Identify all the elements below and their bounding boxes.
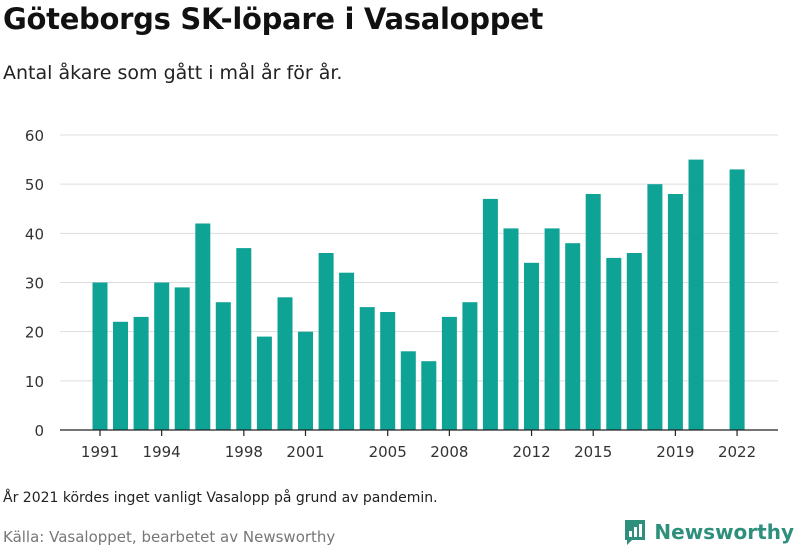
bar-2012	[524, 262, 539, 430]
bar-2006	[400, 351, 416, 430]
axes: 0 10 20 30 40 50 60 1991 1994 1998 2001 2005 2008 201…	[25, 127, 778, 461]
bar-2005	[380, 312, 396, 430]
bar-2017	[626, 253, 642, 430]
bar-2000	[277, 297, 293, 431]
bar-1992	[113, 321, 128, 430]
chart-title: Göteborgs SK-löpare i Vasaloppet	[3, 2, 544, 36]
bar-2008	[441, 316, 457, 430]
brand-name: Newsworthy	[654, 520, 794, 544]
bar-1993	[133, 316, 149, 430]
bar-1997	[215, 302, 231, 430]
x-tick-label: 2005	[369, 443, 407, 461]
bar-2013	[544, 228, 560, 430]
y-tick-label: 10	[25, 373, 44, 391]
x-tick-label: 2022	[718, 443, 756, 461]
bar-chart: 0 10 20 30 40 50 60 1991 1994 1998 2001 2005 2008 201…	[25, 127, 778, 461]
x-tick-label: 2012	[512, 443, 550, 461]
bar-2018	[647, 184, 663, 430]
bar-2019	[667, 194, 683, 430]
y-tick-label: 60	[25, 127, 44, 145]
bar-1995	[174, 287, 190, 430]
x-tick-label: 1998	[225, 443, 263, 461]
chart-subtitle: Antal åkare som gått i mål år för år.	[3, 62, 343, 84]
bar-2010	[482, 198, 498, 430]
bar-2016	[606, 257, 622, 430]
x-tick-label: 1994	[143, 443, 181, 461]
bars	[92, 159, 745, 431]
y-tick-label: 30	[25, 275, 44, 293]
x-tick-label: 2015	[574, 443, 612, 461]
bar-2014	[565, 243, 581, 430]
y-tick-label: 0	[34, 422, 44, 440]
source-text: Källa: Vasaloppet, bearbetet av Newswort…	[3, 528, 336, 546]
bar-1991	[92, 282, 108, 430]
newsworthy-logo-icon	[625, 520, 646, 545]
bar-2015	[585, 194, 601, 430]
bar-2009	[462, 302, 478, 430]
x-tick-label: 2008	[430, 443, 468, 461]
bar-2002	[318, 253, 334, 430]
bar-1994	[154, 282, 170, 430]
x-tick-label: 2001	[286, 443, 324, 461]
x-tick-label: 2019	[656, 443, 694, 461]
bar-2004	[359, 307, 375, 430]
brand-logo: Newsworthy	[623, 518, 794, 546]
y-tick-label: 20	[25, 324, 44, 342]
bar-1998	[236, 248, 252, 430]
bar-2007	[421, 361, 437, 430]
bar-2022	[729, 169, 745, 430]
bar-1999	[256, 336, 272, 430]
y-tick-label: 50	[25, 176, 44, 194]
bar-2003	[339, 272, 355, 430]
footnote: År 2021 kördes inget vanligt Vasalopp på…	[3, 490, 438, 506]
bar-2001	[298, 331, 313, 430]
y-tick-label: 40	[25, 225, 44, 243]
x-tick-label: 1991	[81, 443, 119, 461]
bar-2020	[688, 159, 704, 430]
bar-2011	[503, 228, 519, 430]
bar-1996	[195, 223, 211, 430]
